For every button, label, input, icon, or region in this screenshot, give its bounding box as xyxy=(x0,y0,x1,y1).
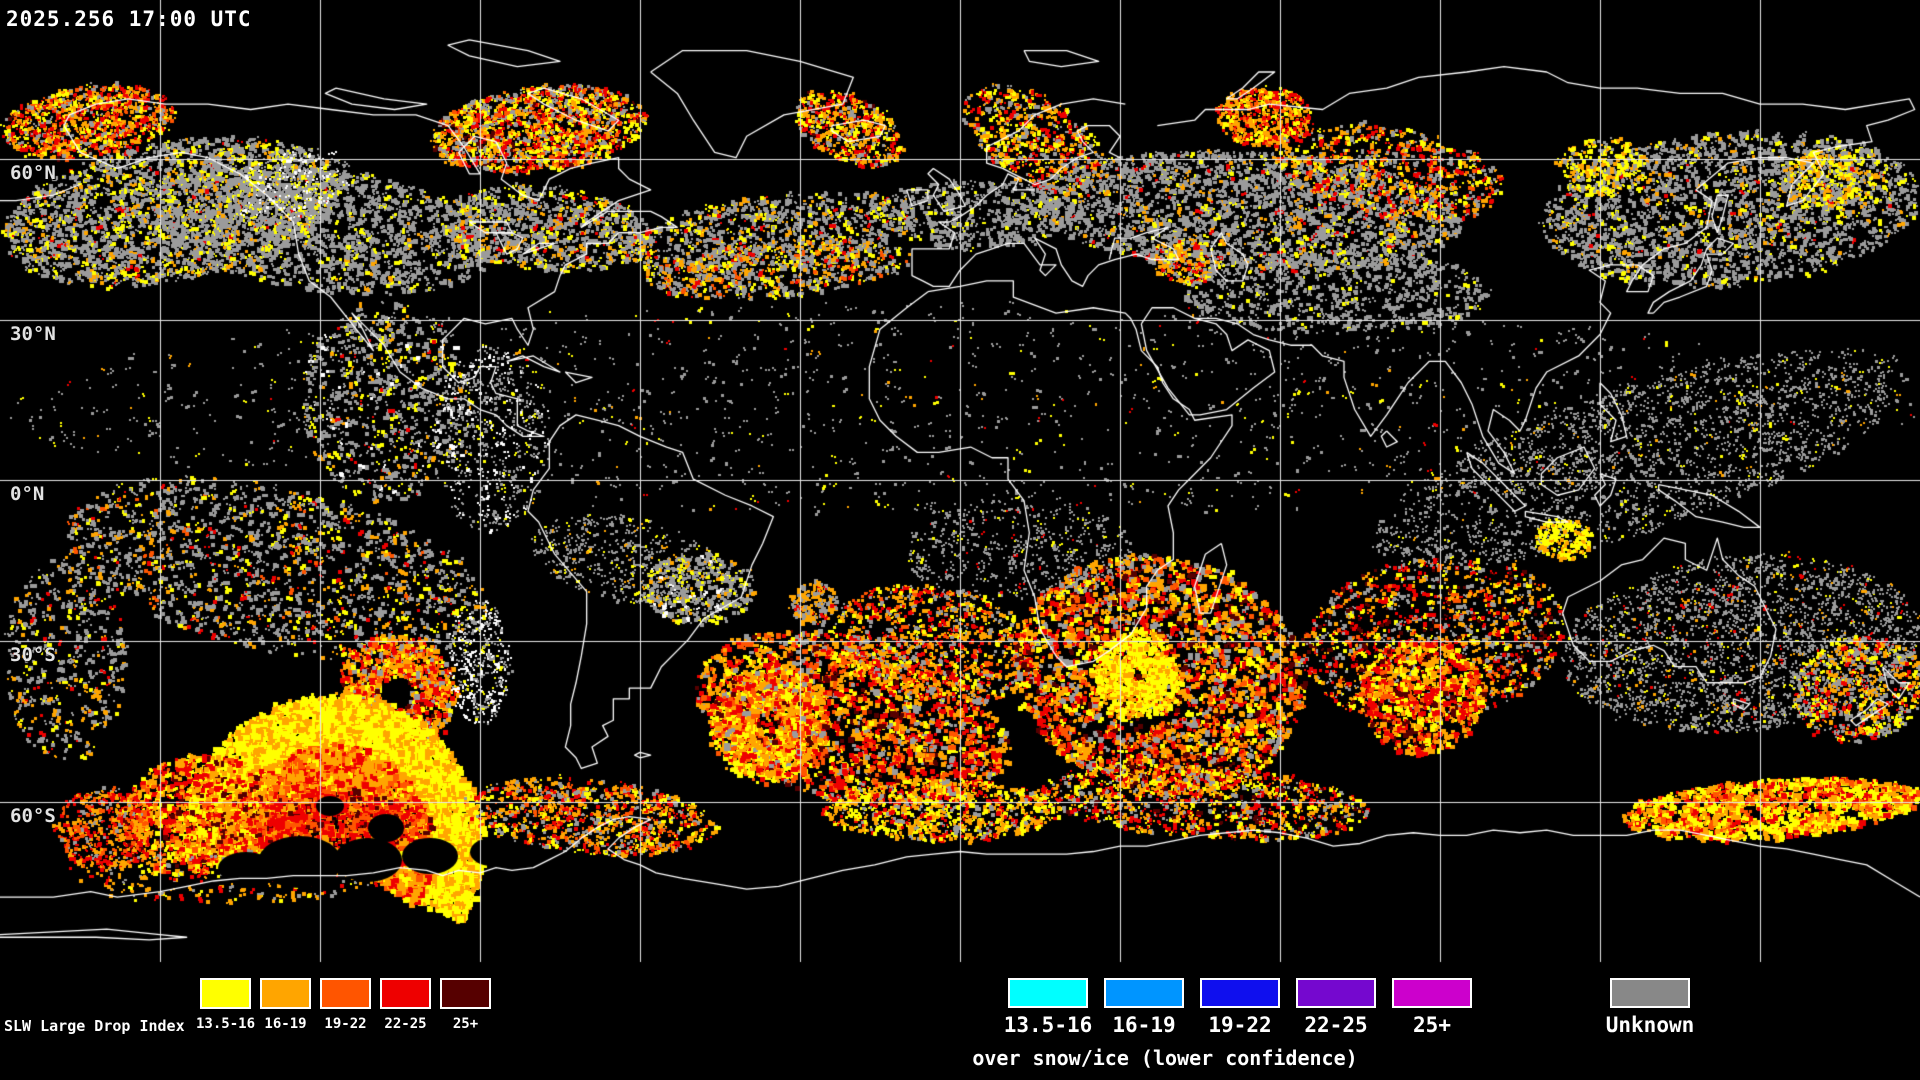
lat-label-4: 60°S xyxy=(10,805,56,827)
legend-swatch-label: 13.5-16 xyxy=(195,1016,256,1032)
legend-swatch xyxy=(1008,978,1088,1008)
legend-swatch-label: 25+ xyxy=(1413,1013,1451,1037)
lat-label-0: 60°N xyxy=(10,162,56,184)
legend-swatch xyxy=(260,978,311,1009)
legend-swatch xyxy=(1610,978,1690,1008)
legend-swatch-label: 19-22 xyxy=(324,1016,367,1032)
legend-swatch-label: 25+ xyxy=(452,1016,479,1032)
legend-swatch-label: 16-19 xyxy=(1112,1013,1176,1037)
legend-swatch-label: 19-22 xyxy=(1208,1013,1272,1037)
legend-swatch xyxy=(1104,978,1184,1008)
legend-swatch xyxy=(1296,978,1376,1008)
legend-swatch xyxy=(440,978,491,1009)
legend-swatch-label: 22-25 xyxy=(384,1016,427,1032)
legend-swatch-label: 22-25 xyxy=(1304,1013,1368,1037)
legend-swatch xyxy=(320,978,371,1009)
legend-snowice-caption: over snow/ice (lower confidence) xyxy=(972,1046,1358,1070)
legend-swatch xyxy=(200,978,251,1009)
lat-label-1: 30°N xyxy=(10,323,56,345)
legend-title: SLW Large Drop Index xyxy=(4,1017,185,1035)
legend-swatch-label: 16-19 xyxy=(264,1016,307,1032)
legend-swatch xyxy=(1200,978,1280,1008)
lat-label-3: 30°S xyxy=(10,644,56,666)
legend-swatch-label: 13.5-16 xyxy=(1003,1013,1093,1037)
timestamp-label: 2025.256 17:00 UTC xyxy=(6,7,252,31)
lat-label-2: 0°N xyxy=(10,483,45,505)
legend-swatch xyxy=(380,978,431,1009)
legend-swatch-label: Unknown xyxy=(1605,1013,1695,1037)
legend-swatch xyxy=(1392,978,1472,1008)
